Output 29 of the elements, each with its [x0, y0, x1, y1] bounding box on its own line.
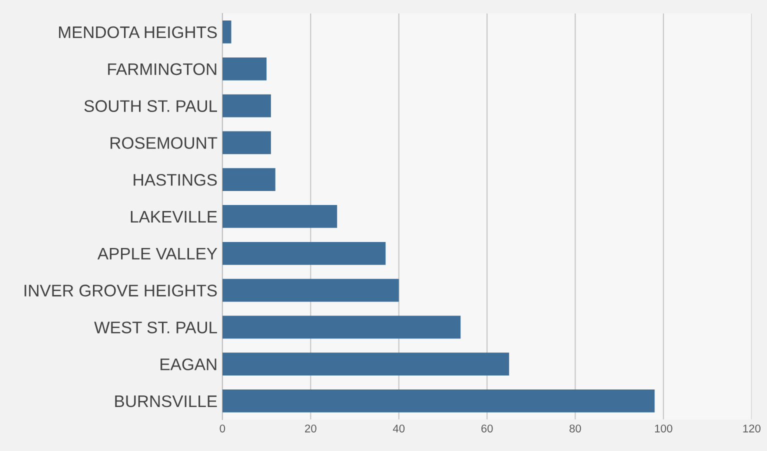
bar [222, 390, 655, 412]
y-tick-label: MENDOTA HEIGHTS [59, 26, 217, 38]
x-tick-label: 100 [655, 424, 672, 432]
y-tick-label: APPLE VALLEY [97, 248, 218, 260]
bar [222, 242, 386, 265]
y-tick-label: ROSEMOUNT [110, 137, 218, 149]
y-tick-label: LAKEVILLE [130, 211, 217, 223]
bar [222, 168, 276, 192]
bar [222, 57, 267, 80]
x-tick-label: 40 [392, 424, 405, 432]
bar [222, 352, 510, 376]
bar [222, 205, 338, 228]
x-tick-label: 0 [220, 424, 226, 432]
y-tick-label: HASTINGS [134, 174, 217, 186]
x-tick-label: 120 [743, 424, 760, 432]
bar [222, 20, 232, 44]
y-tick-label: INVER GROVE HEIGHTS [24, 284, 217, 296]
bar [222, 278, 399, 302]
y-tick-label: BURNSVILLE [115, 395, 217, 408]
bar [222, 94, 271, 118]
x-tick-label: 80 [570, 424, 581, 432]
bar [222, 316, 461, 339]
y-tick-label: EAGAN [160, 358, 216, 370]
x-tick-label: 60 [481, 424, 493, 432]
y-tick-label: FARMINGTON [108, 63, 216, 76]
bar [222, 131, 271, 154]
y-tick-label: SOUTH ST. PAUL [84, 100, 218, 112]
x-tick-label: 20 [305, 424, 316, 432]
y-tick-label: WEST ST. PAUL [94, 322, 218, 334]
